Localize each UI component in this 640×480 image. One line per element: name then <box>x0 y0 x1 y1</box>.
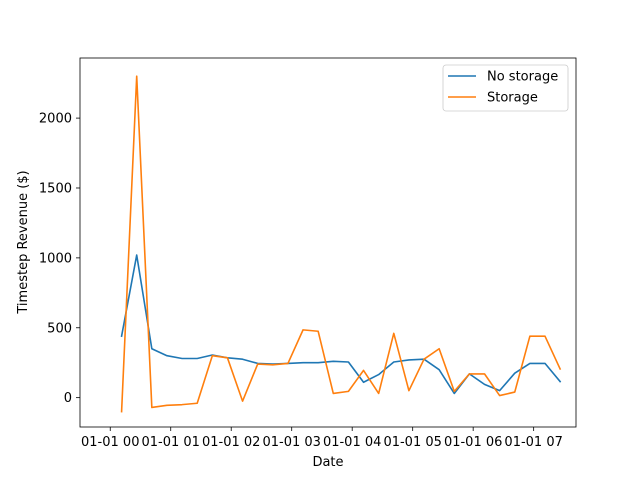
y-axis-label: Timestep Revenue ($) <box>16 170 31 314</box>
x-tick-label: 01-01 01 <box>142 435 200 450</box>
legend: No storage Storage <box>442 64 569 112</box>
x-tick-label: 01-01 06 <box>444 435 502 450</box>
series-line-no-storage <box>120 254 562 395</box>
x-axis: 01-01 00 01-01 01 01-01 02 01-01 03 01-01 04… <box>81 427 563 450</box>
x-tick-label: 01-01 02 <box>202 435 260 450</box>
y-tick-label: 500 <box>47 321 72 336</box>
plot-area <box>120 75 562 413</box>
y-tick-label: 0 <box>64 391 72 406</box>
y-tick-label: 1000 <box>39 251 72 266</box>
series-line-storage <box>120 75 562 413</box>
y-tick-label: 1500 <box>39 181 72 196</box>
x-tick-label: 01-01 07 <box>504 435 562 450</box>
x-tick-label: 01-01 05 <box>383 435 441 450</box>
legend-label: No storage <box>487 70 558 85</box>
x-tick-label: 01-01 00 <box>81 435 139 450</box>
legend-label: Storage <box>487 91 538 106</box>
y-tick-label: 2000 <box>39 112 72 127</box>
y-axis: 0 500 1000 1500 2000 <box>39 112 80 406</box>
axes-frame <box>79 57 577 428</box>
x-axis-label: Date <box>312 455 343 470</box>
x-tick-label: 01-01 03 <box>262 435 320 450</box>
x-tick-label: 01-01 04 <box>323 435 381 450</box>
